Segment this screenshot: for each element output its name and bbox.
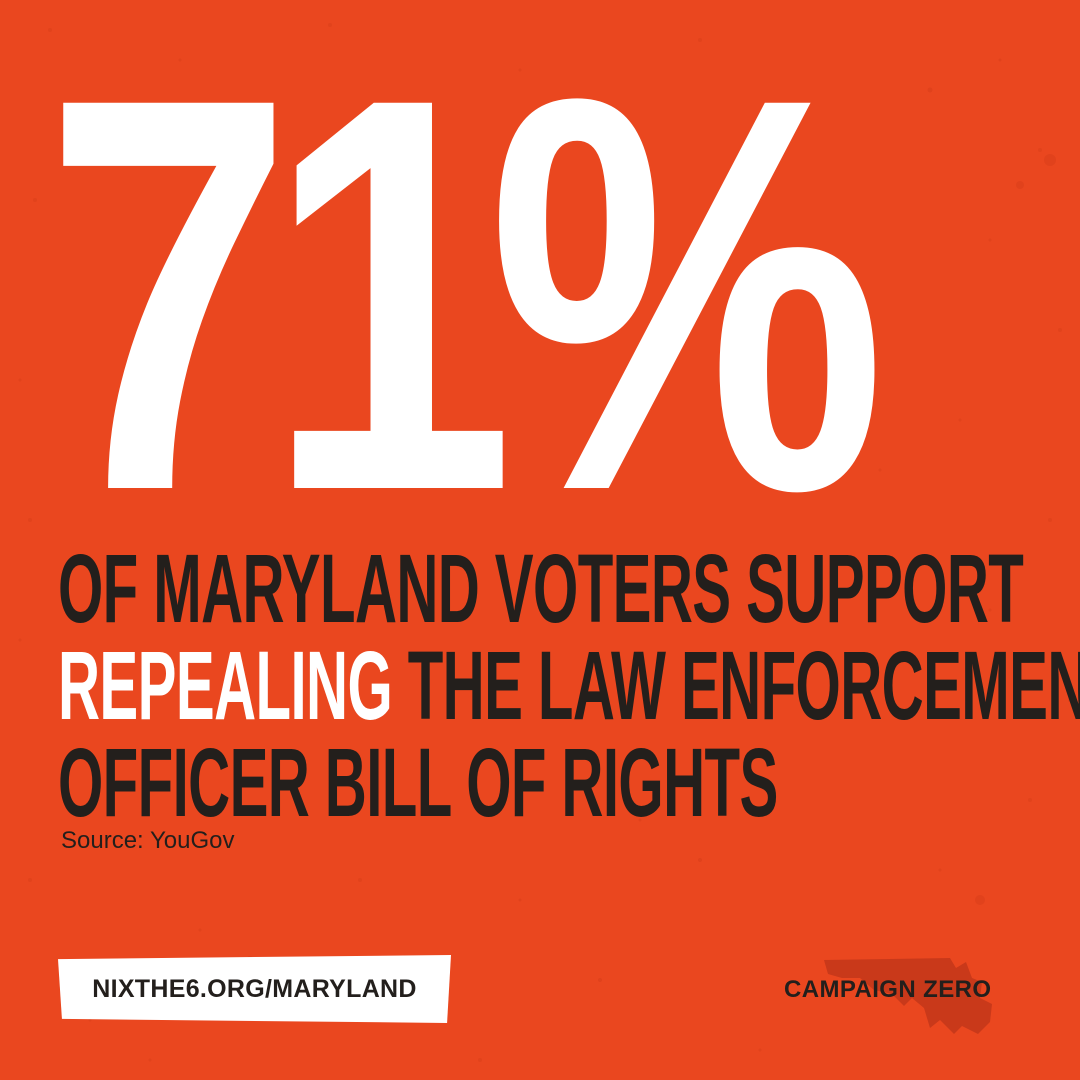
headline-stat: 71%	[44, 0, 886, 607]
maryland-map-icon	[824, 958, 992, 1034]
headline-line-3: OFFICER BILL OF RIGHTS	[58, 728, 778, 837]
campaign-zero-logo: CAMPAIGN ZERO	[782, 940, 1022, 1040]
headline-line-1: OF MARYLAND VOTERS SUPPORT	[58, 534, 1024, 643]
headline-line-2-rest: THE LAW ENFORCEMENT	[407, 631, 1080, 740]
logo-wordmark: CAMPAIGN ZERO	[784, 976, 992, 1003]
headline-statement: OF MARYLAND VOTERS SUPPORT REPEALING THE…	[58, 534, 1080, 837]
source-credit: Source: YouGov	[61, 827, 235, 854]
headline-line-2: REPEALING THE LAW ENFORCEMENT	[58, 637, 1080, 734]
url-link[interactable]: NIXTHE6.ORG/MARYLAND	[58, 955, 451, 1023]
headline-highlight-word: REPEALING	[58, 631, 393, 740]
url-text: NIXTHE6.ORG/MARYLAND	[92, 974, 417, 1003]
